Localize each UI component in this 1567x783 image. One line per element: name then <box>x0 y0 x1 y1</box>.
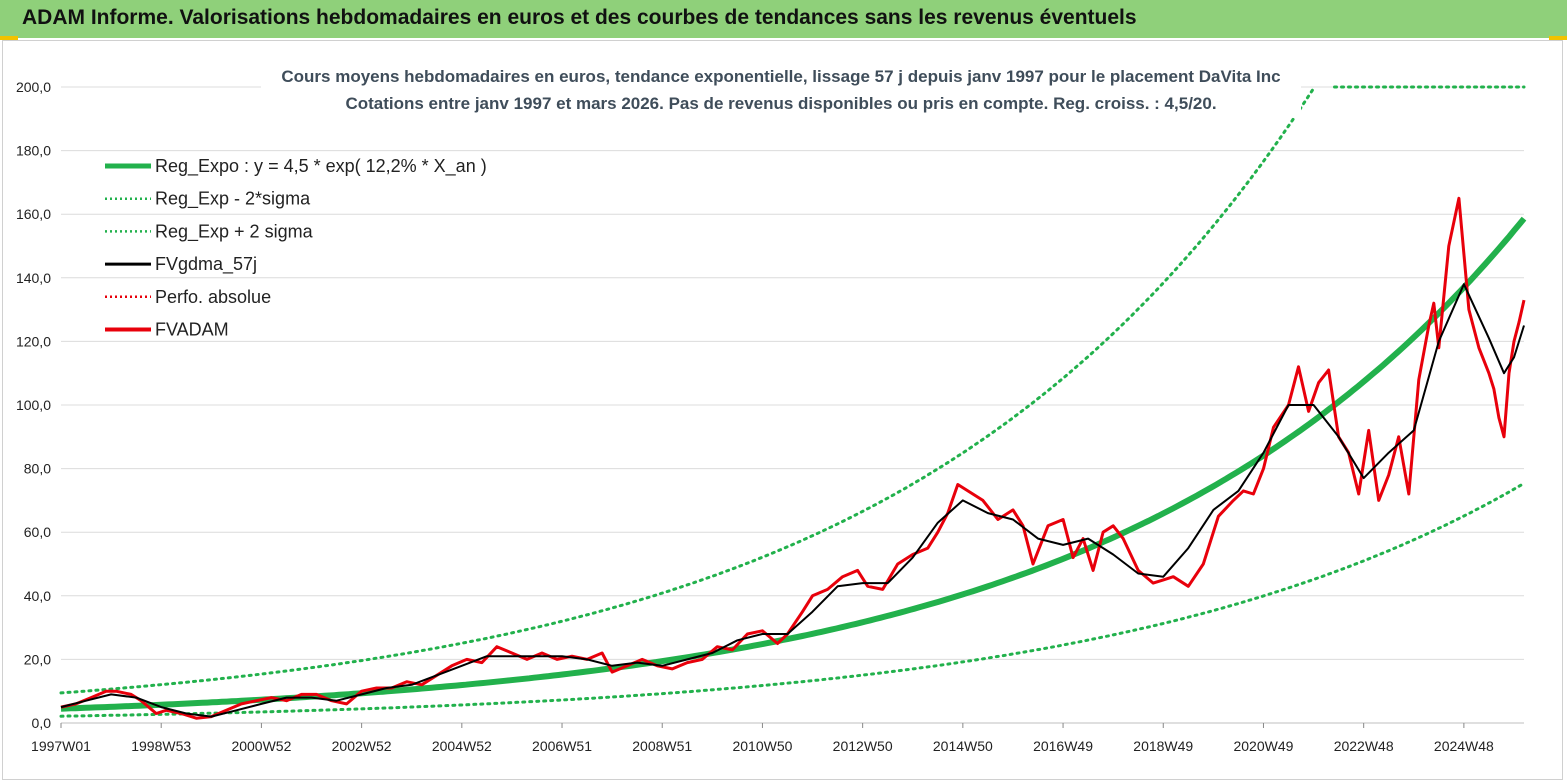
legend-label: Reg_Exp + 2 sigma <box>155 221 314 242</box>
series-fvadam <box>60 196 1526 720</box>
x-tick-label: 2008W51 <box>632 738 692 754</box>
x-tick-label: 2010W50 <box>732 738 792 754</box>
legend-label: FVADAM <box>155 320 229 340</box>
legend-fvadam: FVADAM <box>105 320 229 340</box>
chart: 0,0 20,0 40,0 60,0 80,0 100,0 120,0 140,0 160,0 1… <box>16 59 1527 754</box>
y-tick-label: 80,0 <box>24 461 51 477</box>
y-tick-label: 40,0 <box>24 588 51 604</box>
legend-label: Reg_Exp - 2*sigma <box>155 189 311 210</box>
y-tick-label: 160,0 <box>16 206 51 222</box>
x-tick-label: 2004W52 <box>432 738 492 754</box>
page-title: ADAM Informe. Valorisations hebdomadaire… <box>22 6 1137 29</box>
chart-title-background <box>261 59 1301 117</box>
series-reg-minus-2sigma <box>59 481 1526 718</box>
legend-label: FVgdma_57j <box>155 254 257 275</box>
x-tick-label: 2012W50 <box>833 738 893 754</box>
header-accent-left <box>0 36 18 40</box>
legend-reg-minus-2sigma: Reg_Exp - 2*sigma <box>105 189 311 210</box>
x-tick-label: 2014W50 <box>933 738 993 754</box>
y-axis-ticks: 0,0 20,0 40,0 60,0 80,0 100,0 120,0 140,0 160,0 1… <box>16 79 51 731</box>
y-tick-label: 120,0 <box>16 333 51 349</box>
x-tick-label: 2016W49 <box>1033 738 1093 754</box>
x-tick-label: 2024W48 <box>1434 738 1494 754</box>
series-reg-plus-2sigma <box>59 85 1316 695</box>
series-reg-expo <box>60 216 1527 712</box>
y-tick-label: 60,0 <box>24 524 51 540</box>
chart-frame: 0,0 20,0 40,0 60,0 80,0 100,0 120,0 140,0 160,0 1… <box>2 40 1563 780</box>
legend-fvgdma-57j: FVgdma_57j <box>105 254 257 275</box>
x-tick-label: 1997W01 <box>31 738 91 754</box>
header-accent-right <box>1549 36 1567 40</box>
series-fvgdma-57j <box>60 283 1525 718</box>
y-tick-label: 100,0 <box>16 397 51 413</box>
legend-reg-plus-2sigma: Reg_Exp + 2 sigma <box>105 221 314 242</box>
legend-reg-expo: Reg_Expo : y = 4,5 * exp( 12,2% * X_an ) <box>105 156 487 177</box>
y-tick-label: 0,0 <box>32 715 52 731</box>
x-tick-label: 2002W52 <box>332 738 392 754</box>
page-header: ADAM Informe. Valorisations hebdomadaire… <box>0 0 1567 38</box>
chart-subtitle: Cotations entre janv 1997 et mars 2026. … <box>345 94 1216 113</box>
chart-series <box>59 85 1527 720</box>
x-tick-label: 2020W49 <box>1233 738 1293 754</box>
y-tick-label: 200,0 <box>16 79 51 95</box>
legend-label: Reg_Expo : y = 4,5 * exp( 12,2% * X_an ) <box>155 156 487 177</box>
legend-label: Perfo. absolue <box>155 287 271 307</box>
y-tick-label: 20,0 <box>24 651 51 667</box>
y-tick-label: 140,0 <box>16 270 51 286</box>
y-tick-label: 180,0 <box>16 143 51 159</box>
chart-title: Cours moyens hebdomadaires en euros, ten… <box>281 67 1280 86</box>
legend-perfo-absolue: Perfo. absolue <box>105 287 271 307</box>
x-tick-label: 2018W49 <box>1133 738 1193 754</box>
x-tick-label: 2000W52 <box>231 738 291 754</box>
x-axis-ticks: 1997W01 1998W53 2000W52 2002W52 2004W52 2006W… <box>31 723 1494 754</box>
chart-legend: Reg_Expo : y = 4,5 * exp( 12,2% * X_an )… <box>105 156 487 340</box>
x-tick-label: 2006W51 <box>532 738 592 754</box>
x-tick-label: 1998W53 <box>131 738 191 754</box>
x-tick-label: 2022W48 <box>1334 738 1394 754</box>
